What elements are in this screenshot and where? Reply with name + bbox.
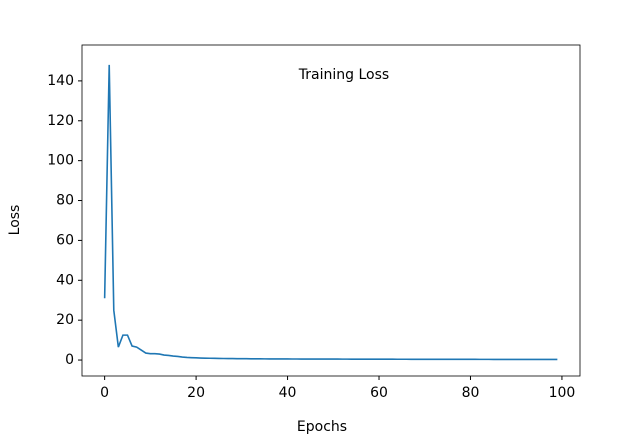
y-tick-label: 60 [56, 232, 74, 248]
plot-frame [81, 44, 581, 377]
x-tick-label: 100 [549, 385, 576, 401]
y-tick-label: 120 [47, 113, 74, 129]
y-tick-label: 0 [65, 352, 74, 368]
chart-title: Training Loss [298, 67, 389, 83]
x-tick-label: 40 [279, 385, 297, 401]
y-tick-label: 20 [56, 312, 74, 328]
x-tick-label: 0 [100, 385, 109, 401]
y-tick-label: 140 [47, 73, 74, 89]
y-tick-label: 80 [56, 193, 74, 209]
x-axis-label: Epochs [297, 419, 347, 435]
loss-line [103, 64, 558, 361]
x-tick-label: 80 [462, 385, 480, 401]
y-tick-label: 100 [47, 153, 74, 169]
x-tick-label: 20 [187, 385, 205, 401]
y-axis-label: Loss [7, 205, 23, 236]
x-tick-label: 60 [370, 385, 388, 401]
y-tick-label: 40 [56, 272, 74, 288]
